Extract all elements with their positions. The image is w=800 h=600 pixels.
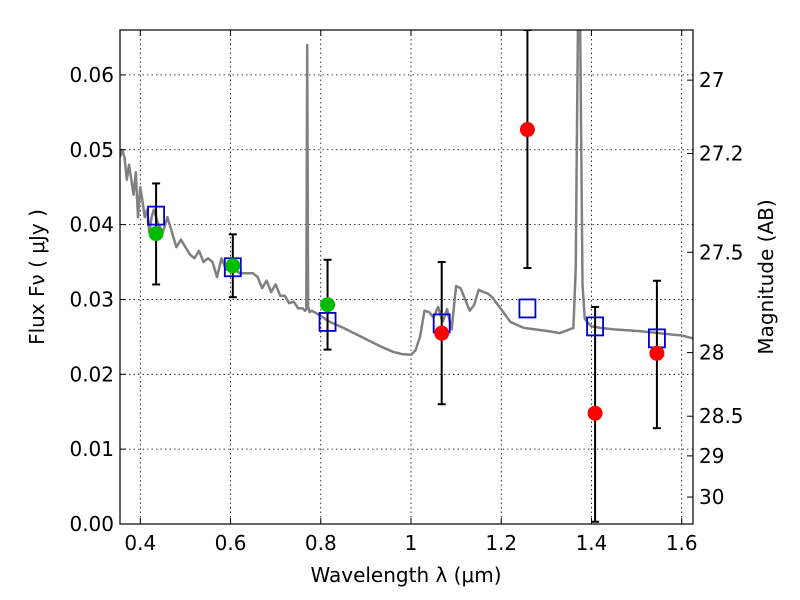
y-tick-label: 0.04: [69, 213, 114, 237]
right-tick-label: 27.5: [699, 240, 744, 264]
x-tick-label: 1: [405, 531, 418, 555]
x-tick-label: 1.4: [576, 531, 608, 555]
marker-layer: [147, 30, 666, 523]
observed-point-red: [587, 405, 603, 421]
x-axis-title: Wavelength λ (μm): [310, 563, 501, 587]
plot-background: [120, 30, 693, 524]
y-tick-label: 0.00: [69, 512, 114, 536]
right-tick-label: 27: [699, 68, 724, 92]
plot-frame: [119, 29, 694, 525]
x-tick-label: 0.8: [305, 531, 337, 555]
observed-point-green: [320, 297, 336, 313]
observed-point-green: [225, 258, 241, 274]
x-tick-label: 1.2: [485, 531, 517, 555]
observed-point-green: [148, 226, 164, 242]
right-tick-label: 29: [699, 444, 724, 468]
x-tick-label: 0.4: [124, 531, 156, 555]
y-axis-title: Flux Fν ( μJy ): [25, 209, 49, 345]
y-tick-label: 0.02: [69, 362, 114, 386]
right-tick-label: 28: [699, 341, 724, 365]
right-tick-label: 27.2: [699, 142, 744, 166]
observed-point-red: [434, 325, 450, 341]
model-photometry-square: [318, 312, 337, 332]
model-photometry-square: [586, 316, 604, 337]
right-tick-label: 28.5: [699, 404, 744, 428]
observed-point-red: [519, 122, 535, 138]
x-tick-label: 0.6: [215, 531, 247, 555]
tick-layer: 0.4 0.6 0.8 1 1.2 1.4 1.6 0.00 0.01 0.02 0.03 0.04 0…: [69, 30, 744, 555]
y-tick-label: 0.06: [69, 63, 114, 87]
x-tick-label: 1.6: [666, 531, 698, 555]
model-photometry-square: [223, 257, 242, 278]
observed-point-red: [649, 345, 665, 361]
right-tick-label: 30: [699, 485, 724, 509]
y-tick-label: 0.03: [69, 287, 114, 311]
model-photometry-square: [518, 298, 537, 319]
model-photometry-square: [147, 205, 165, 226]
y-tick-label: 0.05: [69, 138, 114, 162]
right-axis-title: Magnitude (AB): [754, 199, 778, 354]
grid-layer: [120, 30, 693, 525]
y-tick-label: 0.01: [69, 437, 114, 461]
